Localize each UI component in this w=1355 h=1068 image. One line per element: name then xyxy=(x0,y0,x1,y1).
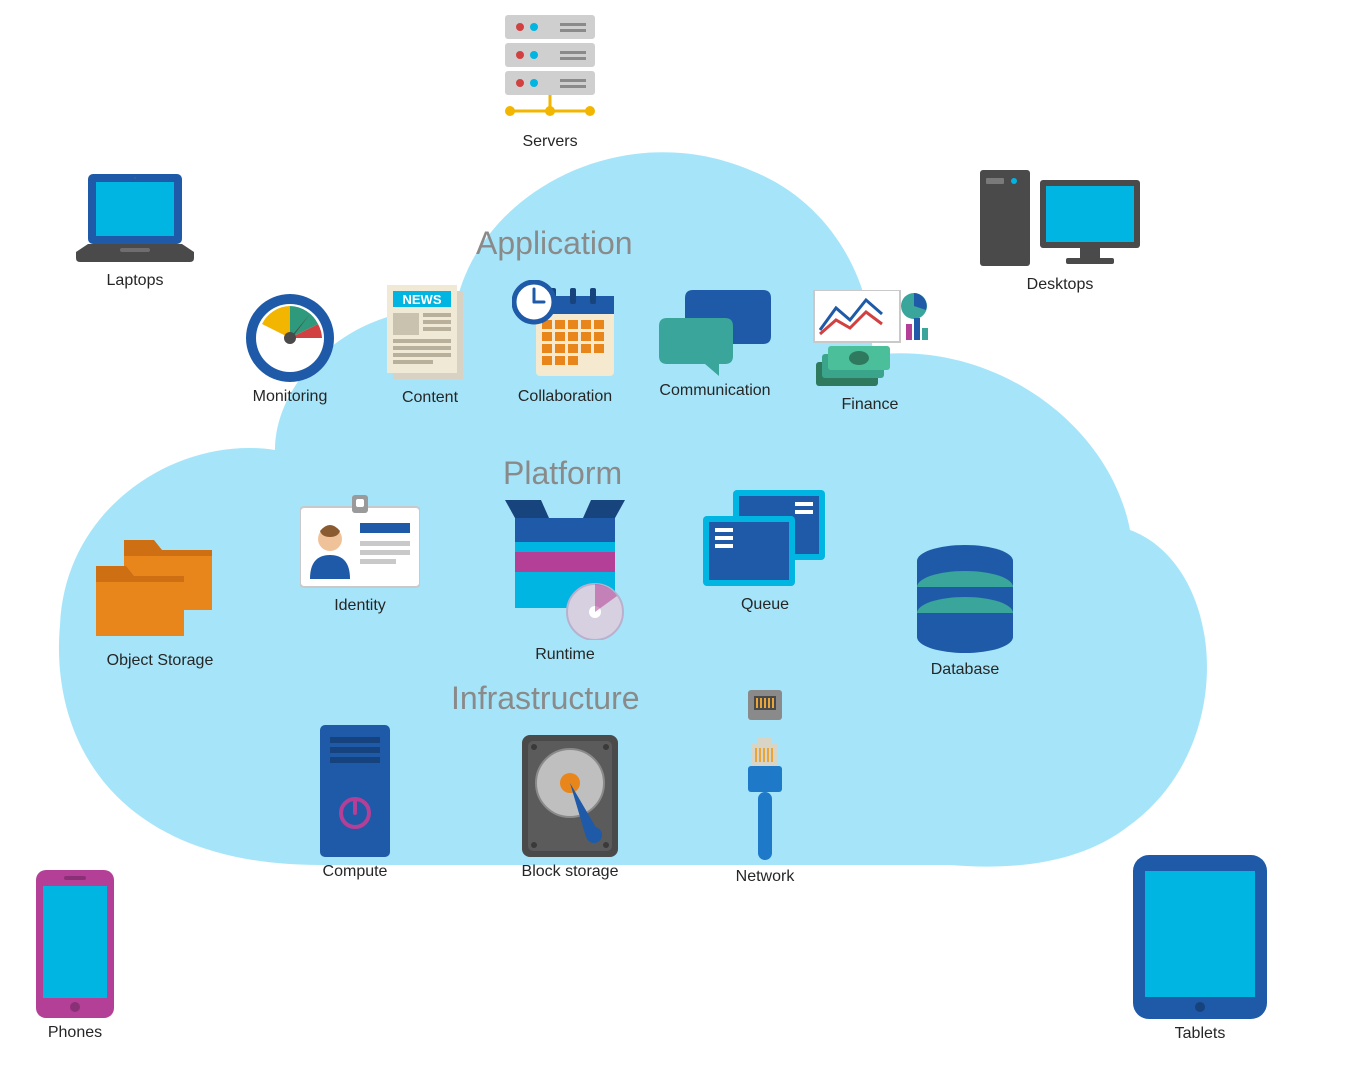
servers-icon xyxy=(490,15,610,127)
desktops-label: Desktops xyxy=(1027,276,1094,294)
queue-node: Queue xyxy=(690,490,840,614)
database-node: Database xyxy=(895,545,1035,679)
monitoring-node: Monitoring xyxy=(230,290,350,406)
heading-application: Application xyxy=(476,225,633,262)
network-label: Network xyxy=(736,868,795,886)
calendar-clock-icon xyxy=(512,280,618,382)
gauge-icon xyxy=(240,290,340,382)
queue-label: Queue xyxy=(741,596,789,614)
runtime-node: Runtime xyxy=(495,500,635,664)
laptops-node: Laptops xyxy=(70,174,200,290)
phones-node: Phones xyxy=(25,870,125,1042)
tablet-icon xyxy=(1133,855,1267,1019)
windows-icon xyxy=(703,490,827,590)
identity-label: Identity xyxy=(334,597,386,615)
tablets-node: Tablets xyxy=(1120,855,1280,1043)
laptops-label: Laptops xyxy=(107,272,164,290)
communication-node: Communication xyxy=(640,290,790,400)
identity-node: Identity xyxy=(290,495,430,615)
chat-icon xyxy=(659,290,771,376)
hard-drive-icon xyxy=(522,735,618,857)
finance-label: Finance xyxy=(842,396,899,414)
software-box-icon xyxy=(505,500,625,640)
desktop-icon xyxy=(980,170,1140,270)
collaboration-label: Collaboration xyxy=(518,388,612,406)
block-storage-label: Block storage xyxy=(522,863,619,881)
content-node: NEWS Content xyxy=(370,285,490,407)
ethernet-icon xyxy=(730,690,800,862)
compute-label: Compute xyxy=(323,863,388,881)
database-label: Database xyxy=(931,661,1000,679)
network-node: Network xyxy=(710,690,820,886)
content-label: Content xyxy=(402,389,458,407)
id-card-icon xyxy=(300,495,420,591)
object-storage-label: Object Storage xyxy=(107,652,214,670)
newspaper-icon: NEWS xyxy=(383,285,477,383)
desktops-node: Desktops xyxy=(975,170,1145,294)
database-icon xyxy=(913,545,1017,655)
runtime-label: Runtime xyxy=(535,646,595,664)
finance-node: Finance xyxy=(800,290,940,414)
servers-node: Servers xyxy=(480,15,620,151)
svg-text:NEWS: NEWS xyxy=(403,292,442,307)
laptop-icon xyxy=(76,174,194,266)
tablets-label: Tablets xyxy=(1175,1025,1226,1043)
folders-icon xyxy=(96,540,224,646)
block-storage-node: Block storage xyxy=(500,735,640,881)
diagram-canvas: Application Platform Infrastructure xyxy=(0,0,1355,1068)
phones-label: Phones xyxy=(48,1024,102,1042)
monitoring-label: Monitoring xyxy=(253,388,328,406)
object-storage-node: Object Storage xyxy=(85,540,235,670)
phone-icon xyxy=(36,870,114,1018)
compute-node: Compute xyxy=(300,725,410,881)
heading-infrastructure: Infrastructure xyxy=(451,680,640,717)
compute-tower-icon xyxy=(320,725,390,857)
servers-label: Servers xyxy=(522,133,577,151)
finance-icon xyxy=(810,290,930,390)
communication-label: Communication xyxy=(659,382,770,400)
heading-platform: Platform xyxy=(503,455,622,492)
collaboration-node: Collaboration xyxy=(500,280,630,406)
